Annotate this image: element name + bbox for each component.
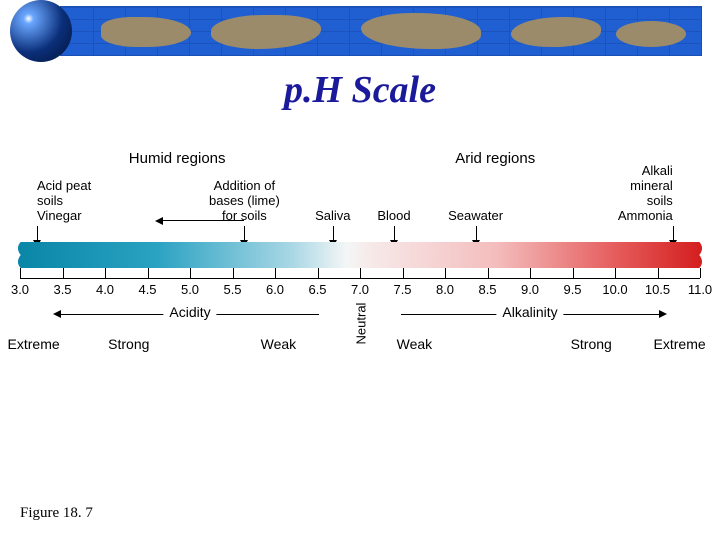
tick-4: [190, 268, 191, 278]
figure-caption: Figure 18. 7: [20, 505, 93, 522]
tick-label-14: 10.0: [602, 282, 627, 297]
wavy-right-icon: [692, 242, 706, 268]
axis-line: [20, 278, 700, 279]
tick-12: [530, 268, 531, 278]
tick-16: [700, 268, 701, 278]
tick-11: [488, 268, 489, 278]
tick-label-0: 3.0: [11, 282, 29, 297]
pointer-label-4: Seawater: [448, 209, 503, 224]
tick-label-15: 10.5: [645, 282, 670, 297]
acidity-strength-0: Extreme: [8, 336, 60, 352]
ph-diagram: Humid regions Arid regions Acid peatsoil…: [20, 150, 700, 378]
tick-label-11: 8.5: [478, 282, 496, 297]
category-row: AcidityAlkalinityNeutralExtremeStrongWea…: [20, 308, 700, 378]
pointer-label-2: Saliva: [315, 209, 350, 224]
tick-15: [658, 268, 659, 278]
tick-8: [360, 268, 361, 278]
tick-label-10: 8.0: [436, 282, 454, 297]
alkalinity-strength-0: Weak: [397, 336, 433, 352]
tick-label-8: 7.0: [351, 282, 369, 297]
tick-5: [233, 268, 234, 278]
neutral-label: Neutral: [353, 303, 368, 345]
acidity-strength-2: Weak: [261, 336, 297, 352]
acidity-title: Acidity: [163, 304, 216, 320]
tick-2: [105, 268, 106, 278]
tick-label-16: 11.0: [688, 282, 712, 297]
alkalinity-arrow-head: [659, 310, 667, 318]
ph-gradient-bar: [20, 242, 700, 268]
page-title: p.H Scale: [0, 68, 720, 112]
tick-label-9: 7.5: [393, 282, 411, 297]
acidity-strength-1: Strong: [108, 336, 149, 352]
region-labels-row: Humid regions Arid regions: [20, 150, 700, 170]
tick-6: [275, 268, 276, 278]
pointer-label-3: Blood: [377, 209, 410, 224]
tick-0: [20, 268, 21, 278]
wavy-left-icon: [14, 242, 28, 268]
tick-label-2: 4.0: [96, 282, 114, 297]
tick-7: [318, 268, 319, 278]
world-map-strip: [60, 6, 702, 56]
alkalinity-strength-2: Extreme: [654, 336, 706, 352]
globe-icon: [10, 0, 72, 62]
acidity-arrow-head: [53, 310, 61, 318]
tick-3: [148, 268, 149, 278]
tick-label-1: 3.5: [53, 282, 71, 297]
pointer-labels-row: Acid peatsoilsVinegar Addition ofbases (l…: [20, 170, 700, 242]
alkalinity-strength-1: Strong: [571, 336, 612, 352]
axis-row: 3.03.54.04.55.05.56.06.57.07.58.08.59.09…: [20, 268, 700, 302]
tick-label-5: 5.5: [223, 282, 241, 297]
pointer-label-1: Addition ofbases (lime)for soils: [209, 179, 280, 224]
tick-label-13: 9.5: [563, 282, 581, 297]
alkalinity-title: Alkalinity: [496, 304, 563, 320]
tick-label-4: 5.0: [181, 282, 199, 297]
pointer-label-5: AlkalimineralsoilsAmmonia: [618, 164, 673, 224]
tick-label-6: 6.0: [266, 282, 284, 297]
tick-13: [573, 268, 574, 278]
header-world-band: [0, 0, 720, 60]
tick-9: [403, 268, 404, 278]
tick-label-7: 6.5: [308, 282, 326, 297]
region-humid-label: Humid regions: [129, 150, 226, 167]
pointer-harrow-1: [163, 220, 245, 221]
tick-14: [615, 268, 616, 278]
tick-label-12: 9.0: [521, 282, 539, 297]
pointer-label-0: Acid peatsoilsVinegar: [37, 179, 91, 224]
gradient-bar-wrap: [20, 242, 700, 268]
tick-10: [445, 268, 446, 278]
region-arid-label: Arid regions: [455, 150, 535, 167]
tick-1: [63, 268, 64, 278]
pointer-harrow-head-1: [155, 217, 163, 225]
tick-label-3: 4.5: [138, 282, 156, 297]
